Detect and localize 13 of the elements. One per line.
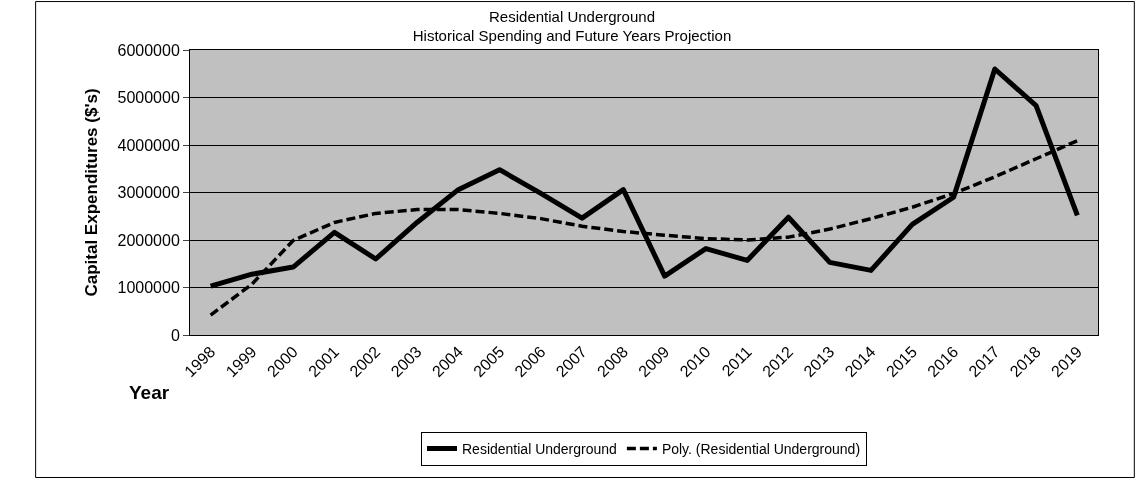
y-tick-label: 6000000 — [117, 41, 180, 59]
legend-label: Poly. (Residential Underground) — [661, 440, 861, 457]
y-tick-label: 5000000 — [117, 89, 180, 107]
x-axis-title: Year — [129, 382, 170, 403]
y-tick-label: 4000000 — [117, 136, 180, 154]
y-tick-label: 2000000 — [117, 231, 180, 249]
chart-title: Residential Underground — [489, 7, 655, 25]
y-tick-label: 0 — [170, 326, 180, 344]
legend-label: Residential Underground — [462, 440, 617, 457]
y-tick-label: 3000000 — [117, 184, 180, 202]
y-tick-label: 1000000 — [117, 279, 180, 297]
chart-subtitle: Historical Spending and Future Years Projection — [412, 27, 732, 45]
y-axis-title: Capital Expenditures ($'s) — [82, 88, 102, 297]
